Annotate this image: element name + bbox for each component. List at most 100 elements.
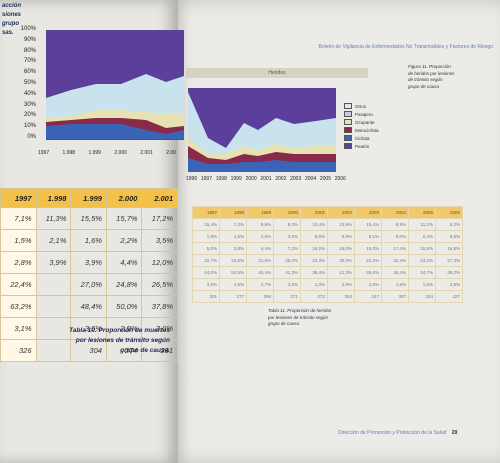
table-row: 1,9% 1,6% 2,6% 3,6% 9,8% 6,8% 8,1% 9,0% 6,4% 9,8% <box>192 230 463 243</box>
table-row: 2,8% 3,9% 3,9% 4,4% 12,0% <box>0 251 178 274</box>
x-tick: 2.000 <box>114 150 127 156</box>
y-tick: 70% <box>23 58 36 65</box>
table-row: 44,0% 54,5% 45,4% 41,3% 39,4% 41,3% 35,6% 36,4%… <box>192 266 463 279</box>
table-cell: 37,8% <box>141 295 178 318</box>
legend-swatch <box>344 111 352 117</box>
legend-swatch <box>344 119 352 125</box>
x-tick: 2001 <box>260 176 272 182</box>
table-cell: 16,0% <box>327 242 355 255</box>
right-chart-title: Heridos <box>186 68 368 78</box>
table-header-cell: 1.998 <box>35 188 72 208</box>
table-cell: 9,8% <box>246 218 274 231</box>
table-cell <box>35 295 72 318</box>
table-cell: 44,0% <box>192 266 220 279</box>
table-cell: 277 <box>219 290 247 303</box>
left-data-table: 1997 1.998 1.999 2.000 2.001 7,1% 11,3% 15… <box>0 188 178 362</box>
table-header-cell: 2000 <box>273 206 301 219</box>
legend-label: Otros <box>355 103 367 109</box>
table-cell: 5,2% <box>435 218 463 231</box>
side-text-line: grupo <box>2 21 19 27</box>
table-cell: 3,8% <box>219 242 247 255</box>
right-area-chart <box>188 88 336 172</box>
table-cell: 8,1% <box>354 230 382 243</box>
table-cell: 307 <box>381 290 409 303</box>
table-cell: 2,8% <box>435 278 463 291</box>
table-cell: 41,3% <box>327 266 355 279</box>
table-cell: 23,3% <box>300 254 328 267</box>
legend-swatch <box>344 103 352 109</box>
table-header-cell: 1.999 <box>70 188 107 208</box>
table-header-row: 1997 1998 1999 2000 2001 2002 2003 2004 … <box>192 206 463 219</box>
table-cell: 50,0% <box>105 295 143 318</box>
table-cell: 32,4% <box>381 254 409 267</box>
table-cell: 4,3% <box>273 278 301 291</box>
table-cell: 3,6% <box>273 230 301 243</box>
caption-line: de tránsito según <box>408 77 443 82</box>
caption-line: Figura 11. Proporción <box>408 64 451 69</box>
right-page: Boletín de Vigilancia de Enfermedades No… <box>168 0 500 463</box>
table-cell: 11,2% <box>408 218 436 231</box>
table-cell: 30,0% <box>327 254 355 267</box>
table-cell: 41,3% <box>273 266 301 279</box>
table-cell: 3,5% <box>141 229 178 252</box>
legend-label: Motociclista <box>355 127 379 133</box>
x-tick: 2000 <box>245 176 257 182</box>
table-cell: 22,2% <box>354 254 382 267</box>
x-tick: 2003 <box>290 176 302 182</box>
table-header-cell: 2005 <box>408 206 436 219</box>
table-header-cell: 1997 <box>0 188 37 208</box>
table-row: 32,7% 32,5% 31,5% 35,0% 23,3% 30,0% 22,2% 32,4%… <box>192 254 463 267</box>
table-cell: 48,4% <box>70 295 107 318</box>
table-cell: 4,4% <box>246 242 274 255</box>
table-cell: 10,9% <box>327 218 355 231</box>
table-cell: 7,1% <box>0 207 37 230</box>
y-tick: 50% <box>23 79 36 86</box>
table-cell: 32,7% <box>192 254 220 267</box>
table-row: 63,2% 48,4% 50,0% 37,8% <box>0 295 178 318</box>
right-table-caption: Tabla 11. Proporción de heridos por lesi… <box>268 308 331 328</box>
table-cell: 24,8% <box>105 273 143 296</box>
table-header-cell: 2002 <box>327 206 355 219</box>
table-cell: 4,6% <box>219 278 247 291</box>
caption-line: grupo de causa <box>408 83 440 89</box>
table-cell: 304 <box>70 339 107 362</box>
table-cell: 3,6% <box>192 278 220 291</box>
series-ciclista-area <box>188 158 336 172</box>
x-tick: 1997 <box>38 150 50 156</box>
table-header-cell: 2001 <box>300 206 328 219</box>
table-cell: 22,4% <box>0 273 37 296</box>
table-cell: 3,9% <box>70 251 107 274</box>
table-cell: 27,3% <box>435 254 463 267</box>
table-cell: 7,2% <box>273 242 301 255</box>
x-tick: 1996 <box>186 176 198 182</box>
table-cell: 32,5% <box>219 254 247 267</box>
table-cell: 39,4% <box>300 266 328 279</box>
table-cell: 2,6% <box>246 230 274 243</box>
table-cell: 15,7% <box>105 207 143 230</box>
legend-label: Ocupante <box>355 119 375 125</box>
table-cell: 301 <box>192 290 220 303</box>
table-header-cell: 2004 <box>381 206 409 219</box>
y-tick: 40% <box>23 90 36 97</box>
x-tick: 1997 <box>200 176 212 182</box>
table-cell: 6,9% <box>381 218 409 231</box>
table-row: 15,4% 7,2% 9,8% 8,3% 10,4% 10,9% 15,4% 6,9% 11,2… <box>192 218 463 231</box>
x-tick: 1999 <box>230 176 242 182</box>
legend-item: Ciclista <box>344 134 379 142</box>
y-tick: 60% <box>23 69 36 76</box>
x-tick: 1.998 <box>62 150 76 156</box>
table-cell: 9,8% <box>435 230 463 243</box>
legend-label: Peatón <box>355 143 370 149</box>
caption-line: por lesiones de tránsito según <box>75 337 170 344</box>
table-header-cell: 2006 <box>435 206 463 219</box>
left-side-text: acción siones grupo sas. <box>2 2 21 38</box>
right-page-header: Boletín de Vigilancia de Enfermedades No… <box>318 44 493 50</box>
table-cell: 2,1% <box>35 229 72 252</box>
caption-line: grupo de causa. <box>120 347 170 354</box>
side-text-line: acción <box>2 3 22 9</box>
table-header-cell: 1998 <box>219 206 247 219</box>
table-cell: 15,0% <box>354 242 382 255</box>
y-tick: 90% <box>23 36 36 43</box>
table-row: 5,0% 3,8% 4,4% 7,2% 16,2% 16,0% 15,0% 17,4% 15,8… <box>192 242 463 255</box>
x-tick: 2006 <box>334 176 346 182</box>
